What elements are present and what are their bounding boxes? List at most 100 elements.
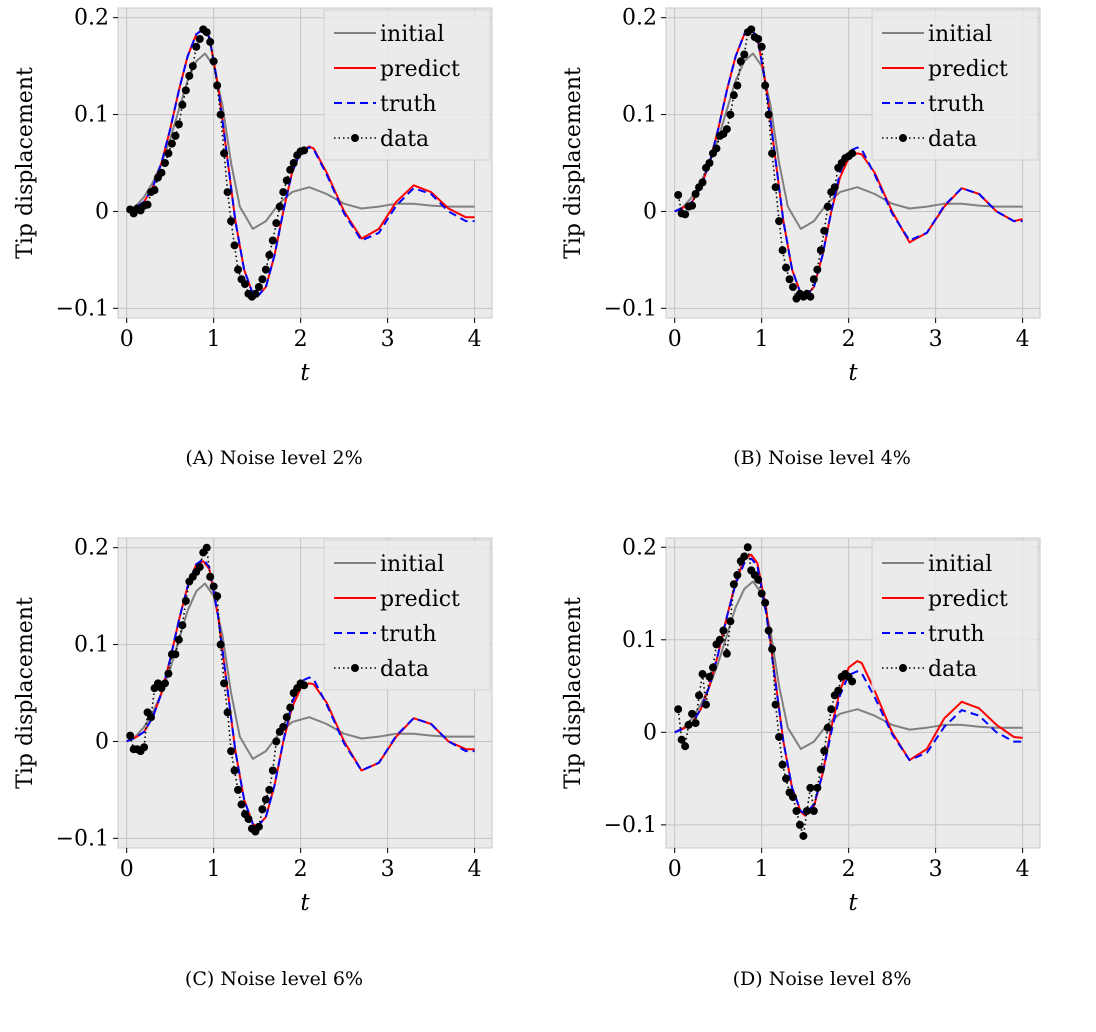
data-point (213, 81, 222, 90)
data-point (164, 669, 173, 678)
data-point (806, 783, 815, 792)
caption-text-b: Noise level 4% (768, 447, 911, 469)
data-point (733, 81, 742, 90)
data-point (757, 42, 766, 51)
data-point (775, 217, 784, 226)
legend: initial predict truth data (323, 9, 491, 161)
data-point (240, 280, 249, 289)
data-point (140, 743, 149, 752)
caption-b: (B) Noise level 4% (548, 447, 1096, 469)
data-point (188, 62, 197, 71)
legend-label-truth: truth (928, 92, 985, 117)
x-tick-label: 2 (842, 327, 856, 352)
legend-label-predict: predict (928, 587, 1008, 612)
data-point (813, 265, 822, 274)
data-point (181, 596, 190, 605)
data-point (827, 705, 836, 714)
y-tick-label: −0.1 (56, 826, 109, 851)
data-point (227, 217, 236, 226)
data-point (272, 219, 281, 228)
data-point (234, 265, 243, 274)
data-point (691, 190, 700, 198)
data-point (747, 25, 756, 34)
data-point (705, 672, 714, 681)
series-group (674, 543, 1023, 840)
legend-marker (351, 134, 359, 142)
data-point (209, 582, 218, 591)
data-point (282, 713, 291, 722)
panel-b: 0 1 2 3 4 −0.1 0 0.1 0.2 t Tip displacement initial… (548, 0, 1096, 502)
data-point (202, 543, 211, 552)
data-point (237, 800, 246, 809)
y-tick-label: 0 (643, 199, 657, 224)
data-point (722, 649, 731, 658)
x-tick-label: 3 (929, 327, 943, 352)
panel-a: 0 1 2 3 4 −0.1 0 0.1 0.2 t Tip displacement initial… (0, 0, 548, 502)
data-point (223, 708, 232, 717)
data-point (195, 35, 204, 43)
data-point (174, 120, 183, 129)
x-tick-label: 1 (207, 857, 221, 882)
data-point (740, 552, 749, 561)
data-point (785, 275, 794, 284)
x-tick-label: 0 (120, 327, 134, 352)
data-point (300, 146, 309, 155)
series-line-truth (126, 28, 475, 298)
data-point (213, 592, 222, 601)
data-point (251, 289, 260, 298)
y-axis-label: Tip displacement (13, 597, 38, 789)
data-point (254, 283, 263, 291)
data-point (150, 186, 159, 195)
data-point (674, 705, 683, 714)
caption-letter-c: (C) (184, 968, 215, 990)
panel-c: 0 1 2 3 4 −0.1 0 0.1 0.2 t Tip displacement initial… (0, 530, 548, 1032)
caption-letter-a: (A) (185, 447, 214, 469)
legend: initial predict truth data (871, 539, 1039, 691)
x-axis-label: t (300, 890, 310, 916)
legend-label-data: data (380, 657, 429, 682)
y-tick-label: −0.1 (56, 296, 109, 321)
legend-label-predict: predict (380, 587, 460, 612)
data-point (209, 57, 218, 66)
x-axis-label: t (848, 360, 858, 386)
caption-text-d: Noise level 8% (768, 968, 912, 990)
data-point (775, 732, 784, 741)
data-point (227, 747, 236, 756)
x-tick-label: 1 (755, 327, 769, 352)
data-point (768, 149, 777, 158)
data-point (677, 735, 686, 744)
data-point (268, 236, 277, 245)
data-point (708, 663, 717, 672)
data-point (771, 700, 780, 709)
legend-label-truth: truth (928, 622, 985, 647)
data-point (164, 149, 173, 158)
x-axis-label: t (300, 360, 310, 386)
data-point (684, 720, 693, 729)
legend-label-initial: initial (380, 22, 444, 47)
data-point (681, 742, 690, 751)
legend-box (323, 9, 491, 161)
data-point (788, 283, 797, 291)
data-point (143, 200, 152, 209)
data-point (830, 183, 839, 192)
x-tick-label: 3 (381, 857, 395, 882)
data-point (740, 50, 749, 59)
data-point (272, 737, 281, 746)
x-tick-label: 3 (929, 857, 943, 882)
data-point (223, 188, 232, 197)
data-point (848, 677, 857, 686)
y-tick-label: −0.1 (604, 296, 657, 321)
data-point (234, 785, 243, 794)
data-point (282, 176, 291, 185)
x-tick-label: 1 (755, 857, 769, 882)
data-point (181, 86, 190, 95)
data-point (216, 110, 225, 119)
legend-box (871, 9, 1039, 161)
data-point (782, 263, 791, 272)
y-tick-label: 0 (95, 729, 109, 754)
data-point (816, 246, 825, 255)
x-tick-label: 0 (668, 327, 682, 352)
data-point (705, 159, 714, 167)
data-point (216, 640, 225, 649)
chart-b: 0 1 2 3 4 −0.1 0 0.1 0.2 t Tip displacement initial… (561, 6, 1041, 386)
